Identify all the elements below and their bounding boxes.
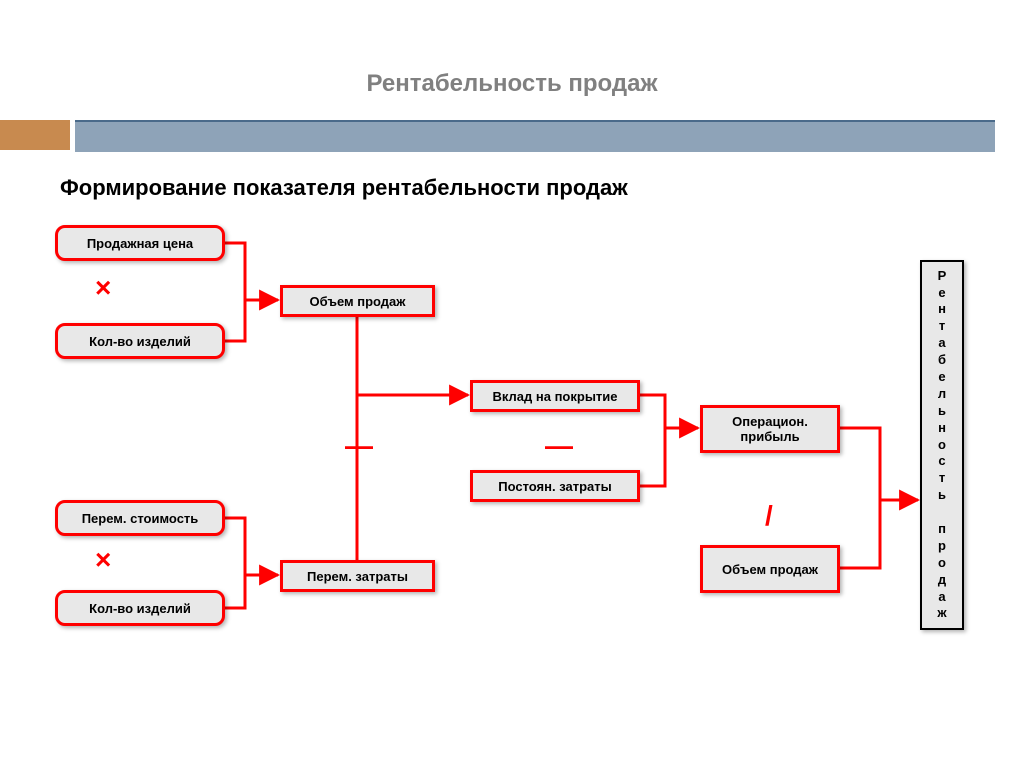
op-mult2: × [95,544,111,576]
accent-block [0,120,70,150]
node-contribution: Вклад на покрытие [470,380,640,412]
header-rule [75,120,995,152]
node-varexp: Перем. затраты [280,560,435,592]
node-sales2: Объем продаж [700,545,840,593]
node-opprofit: Операцион. прибыль [700,405,840,453]
op-minus2: — [545,430,573,462]
node-qty1: Кол-во изделий [55,323,225,359]
node-ros: Рентабельность продаж [920,260,964,630]
node-sales: Объем продаж [280,285,435,317]
op-div: / [765,500,773,532]
slide-subtitle: Формирование показателя рентабельности п… [60,175,628,201]
op-mult1: × [95,272,111,304]
slide-title: Рентабельность продаж [0,70,1024,98]
node-qty2: Кол-во изделий [55,590,225,626]
op-minus1: — [345,430,373,462]
node-varcost: Перем. стоимость [55,500,225,536]
node-fixedcost: Постоян. затраты [470,470,640,502]
node-price: Продажная цена [55,225,225,261]
